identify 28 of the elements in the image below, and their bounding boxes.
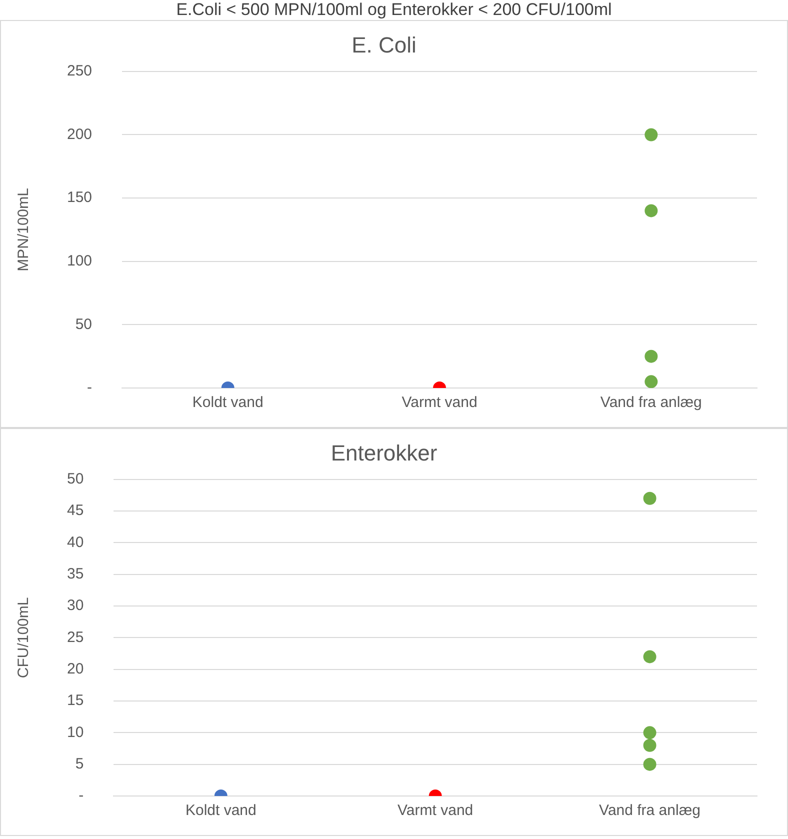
y-tick-label: 50 (75, 316, 92, 333)
y-tick-label: 100 (66, 252, 92, 270)
y-tick-label: 45 (66, 502, 84, 520)
y-tick-label: 20 (66, 660, 84, 678)
y-tick-label: - (87, 379, 92, 396)
y-tick-label: 50 (66, 470, 84, 488)
y-tick-label: 200 (66, 126, 92, 143)
y-tick-label: 30 (66, 597, 84, 614)
y-tick-label: 25 (66, 628, 84, 646)
text: E.Coli < 500 MPN/100ml og Enterokker < 200 CFU/100ml (175, 0, 613, 20)
chart-title: E. Coli (352, 32, 416, 58)
y-tick-label: 15 (66, 692, 84, 710)
y-tick-label: 10 (66, 724, 84, 741)
x-tick-label: Vand fra anlæg (599, 802, 701, 820)
chart-title: Enterokker (330, 440, 438, 466)
y-tick-label: 35 (66, 566, 84, 583)
y-tick-label: 5 (75, 755, 84, 772)
x-tick-label: Varmt vand (398, 802, 474, 820)
y-axis-title: CFU/100mL (15, 597, 32, 678)
y-tick-label: 40 (66, 534, 84, 551)
x-tick-label: Varmt vand (402, 394, 478, 412)
y-axis-title: MPN/100mL (15, 188, 32, 272)
y-tick-label: 250 (66, 62, 92, 80)
y-tick-label: - (78, 787, 84, 804)
y-tick-label: 150 (66, 189, 92, 206)
x-tick-label: Koldt vand (192, 394, 264, 412)
x-tick-label: Koldt vand (185, 802, 256, 820)
x-tick-label: Vand fra anlæg (600, 394, 702, 412)
